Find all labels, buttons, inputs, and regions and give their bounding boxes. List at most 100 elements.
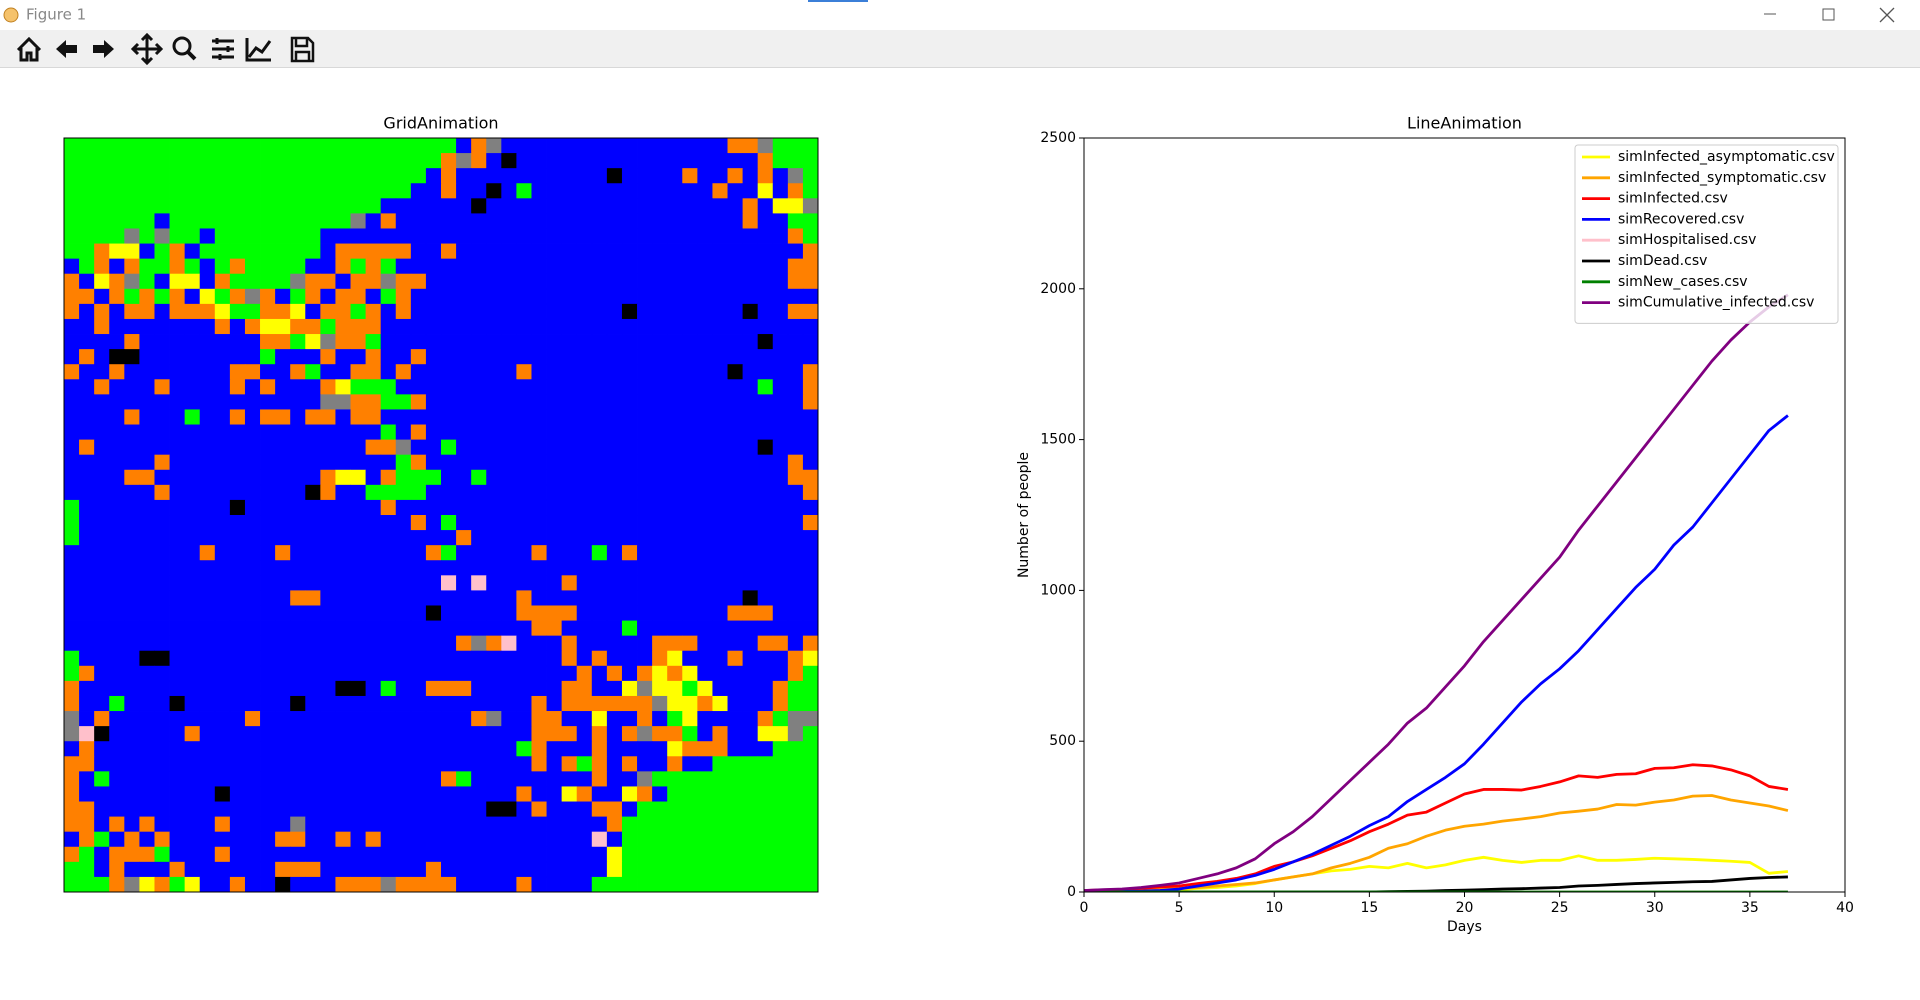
- grid-cell: [486, 786, 502, 802]
- grid-cell: [516, 153, 532, 169]
- restore-button[interactable]: [1822, 8, 1835, 21]
- grid-cell: [546, 484, 563, 501]
- grid-cell: [109, 213, 125, 229]
- grid-cell: [184, 168, 201, 184]
- grid-cell: [260, 273, 276, 290]
- zoom-button[interactable]: [172, 36, 197, 61]
- grid-cell: [184, 198, 201, 214]
- grid-cell: [244, 318, 261, 335]
- grid-cell: [380, 213, 397, 229]
- grid-cell: [531, 469, 547, 486]
- grid-cell: [260, 876, 276, 893]
- grid-cell: [290, 439, 306, 456]
- grid-cell: [531, 756, 547, 772]
- grid-cell: [109, 530, 125, 546]
- grid-cell: [154, 454, 170, 471]
- grid-cell: [199, 273, 216, 290]
- grid-cell: [667, 439, 683, 456]
- grid-cell: [471, 530, 487, 546]
- grid-cell: [365, 771, 382, 787]
- grid-cell: [320, 364, 336, 380]
- grid-cell: [787, 771, 804, 787]
- pan-button[interactable]: [130, 32, 164, 66]
- grid-cell: [305, 756, 321, 772]
- grid-cell: [591, 680, 608, 697]
- grid-cell: [425, 530, 442, 546]
- grid-cell: [802, 530, 819, 546]
- grid-cell: [365, 213, 382, 229]
- grid-cell: [697, 153, 713, 169]
- legend-label: simInfected_asymptomatic.csv: [1618, 149, 1835, 165]
- grid-cell: [154, 168, 170, 184]
- grid-cell: [184, 590, 201, 606]
- title-accent: [808, 0, 868, 2]
- grid-cell: [621, 258, 638, 275]
- axes-button[interactable]: [245, 38, 272, 62]
- grid-cell: [380, 379, 397, 395]
- grid-cell: [621, 861, 638, 878]
- save-button[interactable]: [290, 36, 315, 63]
- grid-cell: [471, 484, 487, 501]
- grid-cell: [682, 620, 698, 637]
- grid-cell: [757, 816, 774, 833]
- grid-cell: [802, 138, 819, 154]
- grid-cell: [94, 711, 110, 727]
- grid-cell: [244, 665, 261, 682]
- grid-cell: [79, 243, 95, 260]
- grid-cell: [94, 138, 110, 154]
- grid-cell: [320, 575, 336, 591]
- grid-cell: [621, 439, 638, 456]
- grid-cell: [606, 575, 623, 591]
- grid-cell: [531, 605, 547, 621]
- grid-cell: [94, 334, 110, 350]
- grid-cell: [652, 273, 668, 290]
- grid-cell: [682, 695, 698, 712]
- grid-cell: [380, 484, 397, 501]
- grid-cell: [682, 816, 698, 833]
- grid-cell: [652, 379, 668, 395]
- back-button[interactable]: [56, 40, 77, 58]
- grid-cell: [637, 876, 653, 893]
- grid-cell: [441, 213, 457, 229]
- grid-cell: [637, 273, 653, 290]
- grid-cell: [290, 409, 306, 425]
- grid-cell: [184, 816, 201, 833]
- grid-cell: [124, 816, 140, 833]
- grid-cell: [410, 741, 427, 757]
- grid-cell: [561, 258, 578, 275]
- grid-cell: [561, 183, 578, 199]
- grid-cell: [576, 258, 593, 275]
- grid-cell: [380, 560, 397, 576]
- grid-cell: [637, 484, 653, 501]
- grid-cell: [802, 590, 819, 606]
- forward-button[interactable]: [93, 40, 114, 58]
- configure-button[interactable]: [212, 38, 234, 60]
- grid-cell: [139, 168, 155, 184]
- grid-cell: [275, 379, 291, 395]
- grid-cell: [64, 334, 80, 350]
- grid-cell: [395, 228, 412, 244]
- home-button[interactable]: [16, 36, 42, 62]
- grid-cell: [365, 530, 382, 546]
- grid-cell: [802, 303, 819, 320]
- grid-cell: [486, 665, 502, 682]
- grid-cell: [727, 288, 743, 305]
- grid-cell: [395, 484, 412, 501]
- grid-cell: [275, 590, 291, 606]
- grid-cell: [94, 454, 110, 471]
- grid-cell: [652, 394, 668, 410]
- grid-cell: [667, 228, 683, 244]
- grid-cell: [335, 153, 351, 169]
- grid-cell: [621, 334, 638, 350]
- grid-cell: [79, 379, 95, 395]
- grid-cell: [441, 726, 457, 742]
- grid-cell: [79, 394, 95, 410]
- grid-cell: [757, 560, 774, 576]
- grid-cell: [335, 454, 351, 471]
- close-button[interactable]: [1879, 7, 1895, 23]
- grid-cell: [275, 771, 291, 787]
- grid-cell: [260, 484, 276, 501]
- grid-cell: [184, 288, 201, 305]
- grid-cell: [441, 439, 457, 456]
- chart-title: GridAnimation: [383, 114, 498, 133]
